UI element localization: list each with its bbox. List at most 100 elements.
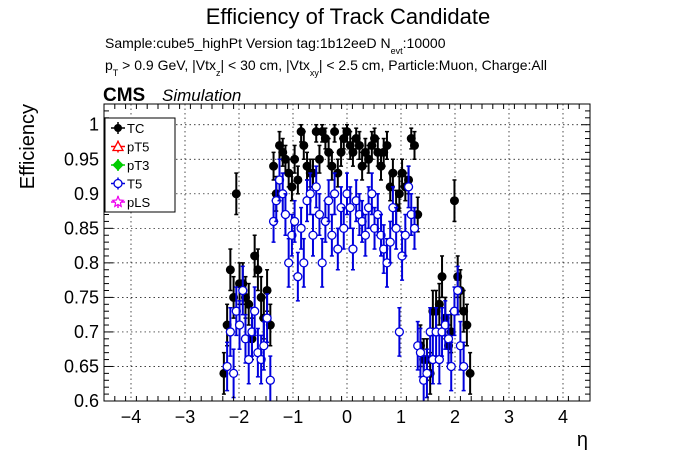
legend-label: pLS xyxy=(127,195,150,210)
series-t5 xyxy=(222,158,469,401)
data-point xyxy=(290,154,300,164)
data-point xyxy=(458,361,469,372)
legend-item-pt3: pT3 xyxy=(111,158,149,173)
data-point xyxy=(293,175,303,185)
data-point xyxy=(238,285,248,296)
data-point xyxy=(354,140,364,150)
data-point xyxy=(388,168,398,178)
data-point xyxy=(330,127,340,137)
data-point xyxy=(323,196,334,206)
data-point xyxy=(400,230,410,240)
data-point xyxy=(348,244,358,254)
legend-marker xyxy=(111,140,125,152)
data-point xyxy=(299,258,309,268)
data-point xyxy=(410,140,419,150)
data-point xyxy=(462,320,472,330)
y-tick-label: 0.6 xyxy=(74,391,99,411)
legend-item-pls: pLS xyxy=(111,194,150,210)
legend: TC pT5 pT3 T5 pLS xyxy=(104,117,176,213)
data-point xyxy=(329,189,340,199)
y-tick-label: 0.7 xyxy=(74,322,99,342)
x-tick-label: 2 xyxy=(450,407,460,427)
data-point xyxy=(327,230,337,240)
x-tick-label: −3 xyxy=(175,407,196,427)
data-point xyxy=(403,182,414,192)
data-point xyxy=(391,223,401,233)
cut-z-sub: z xyxy=(216,68,221,78)
x-tick-label: −2 xyxy=(229,407,250,427)
y-tick-label: 0.95 xyxy=(64,149,99,169)
data-point xyxy=(348,147,358,157)
data-point xyxy=(228,368,239,379)
legend-marker xyxy=(114,124,122,132)
data-point xyxy=(284,258,294,268)
x-tick-label: −4 xyxy=(121,407,142,427)
x-axis-label: η xyxy=(577,429,588,451)
data-point xyxy=(289,216,300,227)
cut-b: | < 30 cm, |Vtx xyxy=(220,57,309,73)
x-tick-label: −1 xyxy=(283,407,304,427)
data-point xyxy=(443,334,454,344)
data-point xyxy=(385,237,395,247)
y-tick-label: 1 xyxy=(89,115,99,135)
data-point xyxy=(382,140,392,150)
selection-cuts-line: pT > 0.9 GeV, |Vtxz| < 30 cm, |Vtxxy| < … xyxy=(105,57,547,78)
data-point xyxy=(231,189,241,199)
data-point xyxy=(222,361,232,372)
data-point xyxy=(336,147,346,157)
data-point xyxy=(225,327,236,337)
y-tick-label: 0.75 xyxy=(64,287,99,307)
legend-marker xyxy=(113,178,123,189)
data-point xyxy=(367,189,377,199)
legend-label: T5 xyxy=(127,177,142,192)
legend-marker xyxy=(112,159,124,171)
data-point xyxy=(333,244,343,254)
data-point xyxy=(280,209,291,220)
cut-p-sub: T xyxy=(113,68,119,78)
data-point xyxy=(415,348,426,358)
data-point xyxy=(299,140,309,150)
data-point xyxy=(308,230,318,240)
data-point xyxy=(465,368,475,378)
y-axis-label: Efficiency xyxy=(17,104,39,189)
data-point xyxy=(250,306,260,316)
chart-title: Efficiency of Track Candidate xyxy=(206,4,491,29)
data-point xyxy=(314,154,324,164)
legend-label: TC xyxy=(127,121,144,136)
data-point xyxy=(262,313,272,323)
sample-info-sub: evt xyxy=(391,46,404,56)
data-point xyxy=(394,327,405,337)
data-point xyxy=(434,299,444,309)
cut-p: p xyxy=(105,57,113,73)
data-point xyxy=(437,272,447,282)
data-point xyxy=(317,258,327,268)
sample-info-text: Sample:cube5_highPt Version tag:1b12eeD … xyxy=(105,35,391,51)
data-point xyxy=(327,161,337,171)
y-tick-label: 0.65 xyxy=(64,356,99,376)
legend-label: pT5 xyxy=(127,140,149,155)
data-point xyxy=(244,354,254,365)
data-point xyxy=(269,161,279,171)
data-point xyxy=(394,189,404,199)
data-point xyxy=(234,320,245,330)
data-point xyxy=(422,368,432,379)
data-point xyxy=(253,265,263,275)
legend-item-t5: T5 xyxy=(111,177,142,192)
y-tick-label: 0.85 xyxy=(64,218,99,238)
y-tick-label: 0.9 xyxy=(74,184,99,204)
data-point xyxy=(287,182,297,192)
y-tick-label: 0.8 xyxy=(74,253,99,273)
data-point xyxy=(345,202,355,213)
data-point xyxy=(296,223,306,233)
data-point xyxy=(311,182,321,192)
cut-a: > 0.9 GeV, |Vtx xyxy=(118,57,216,73)
data-point xyxy=(434,354,444,365)
x-tick-label: 4 xyxy=(558,407,568,427)
data-point xyxy=(259,341,269,351)
cut-xy-sub: xy xyxy=(310,68,320,78)
data-point xyxy=(409,223,420,233)
data-point xyxy=(305,189,315,199)
data-point xyxy=(449,196,459,206)
data-point xyxy=(225,265,235,275)
